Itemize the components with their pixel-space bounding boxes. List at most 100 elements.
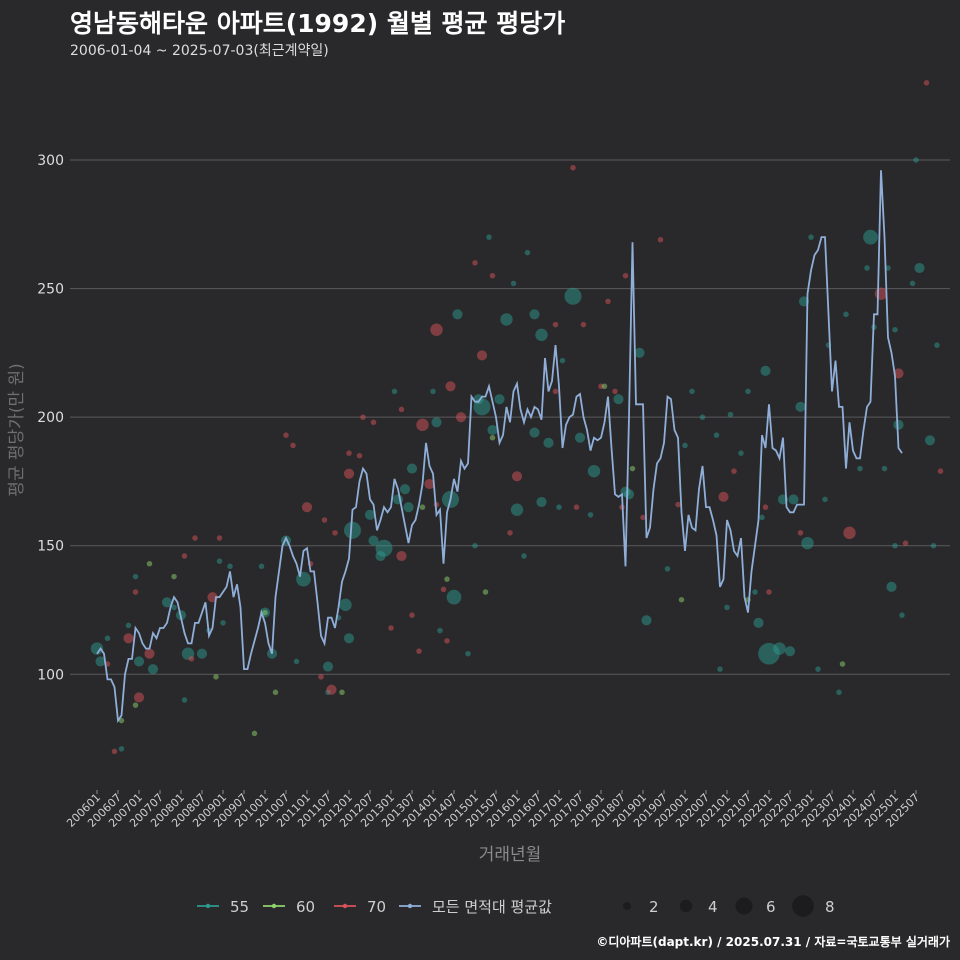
point-70 [430, 323, 443, 336]
point-70 [181, 553, 188, 559]
legend-size-label: 8 [825, 898, 835, 916]
point-55 [909, 280, 916, 287]
point-55 [699, 414, 706, 420]
point-70 [472, 260, 478, 266]
point-70 [301, 502, 313, 513]
point-55 [930, 542, 937, 549]
point-70 [570, 164, 576, 171]
point-60 [213, 674, 219, 680]
point-70 [937, 468, 944, 474]
point-55 [795, 401, 806, 412]
legend-label: 55 [230, 898, 249, 916]
point-55 [682, 442, 688, 449]
point-55 [913, 157, 919, 163]
y-axis-ticks: 100 150 200 250 300 [37, 153, 64, 683]
point-70 [388, 625, 394, 631]
point-55 [446, 589, 462, 605]
point-55 [344, 521, 361, 539]
point-70 [416, 418, 429, 432]
point-70 [396, 550, 407, 562]
point-70 [132, 589, 139, 595]
point-55 [258, 563, 265, 570]
point-55 [724, 604, 730, 611]
point-70 [573, 504, 580, 510]
point-70 [923, 80, 930, 86]
point-55 [118, 746, 125, 752]
point-70 [321, 517, 328, 523]
point-55 [892, 326, 898, 333]
point-55 [133, 656, 145, 667]
point-55 [752, 589, 758, 595]
point-60 [132, 702, 139, 708]
point-70 [843, 526, 856, 540]
point-55 [899, 612, 905, 618]
point-70 [133, 692, 145, 703]
point-60 [339, 689, 345, 696]
point-55 [227, 563, 233, 570]
point-70 [605, 298, 611, 305]
point-60 [601, 383, 608, 390]
point-55 [296, 571, 311, 587]
point-55 [95, 656, 106, 667]
point-55 [90, 642, 104, 655]
point-55 [892, 542, 898, 549]
point-70 [580, 321, 587, 328]
point-55 [745, 388, 751, 395]
point-70 [762, 504, 769, 510]
legend-label: 60 [296, 898, 315, 916]
point-70 [622, 272, 629, 279]
point-55 [760, 365, 771, 376]
point-55 [914, 262, 925, 274]
point-55 [881, 465, 888, 472]
point-70 [444, 638, 450, 644]
point-55 [801, 536, 814, 550]
point-60 [489, 434, 496, 441]
point-55 [587, 512, 594, 518]
point-55 [822, 496, 828, 503]
point-70 [318, 674, 324, 680]
point-70 [332, 530, 338, 536]
point-55 [322, 661, 334, 672]
point-55 [613, 394, 624, 405]
point-70 [797, 530, 804, 536]
point-55 [486, 234, 492, 240]
point-55 [406, 463, 418, 474]
point-55 [132, 573, 139, 580]
point-55 [843, 311, 849, 318]
point-55 [368, 535, 379, 546]
legend: 55 60 70 모든 면적대 평균값 2 4 6 8 [197, 895, 835, 917]
point-70 [283, 432, 289, 438]
point-55 [399, 484, 411, 495]
point-70 [511, 471, 523, 482]
point-55 [689, 388, 695, 395]
legend-size-circle [735, 897, 753, 915]
point-70 [455, 412, 467, 423]
point-55 [452, 309, 463, 320]
point-70 [507, 530, 513, 536]
point-60 [171, 573, 177, 580]
point-55 [465, 650, 471, 657]
point-55 [437, 627, 443, 634]
point-55 [535, 328, 548, 342]
point-70 [731, 468, 737, 474]
point-70 [893, 368, 904, 379]
point-70 [370, 419, 377, 426]
point-60 [118, 717, 125, 724]
point-70 [675, 501, 681, 508]
legend-swatch-dot [342, 903, 348, 909]
point-55 [161, 597, 173, 608]
point-70 [290, 442, 296, 449]
point-60 [262, 609, 268, 616]
legend-label: 모든 면적대 평균값 [432, 898, 552, 916]
point-55 [343, 633, 355, 644]
point-55 [559, 357, 566, 364]
point-55 [473, 398, 491, 416]
point-60 [251, 730, 258, 737]
point-55 [339, 598, 352, 612]
point-70 [766, 589, 772, 595]
point-55 [391, 388, 398, 395]
legend-size-circle [679, 899, 693, 913]
point-55 [500, 313, 513, 326]
point-55 [364, 509, 376, 520]
point-70 [326, 684, 337, 695]
